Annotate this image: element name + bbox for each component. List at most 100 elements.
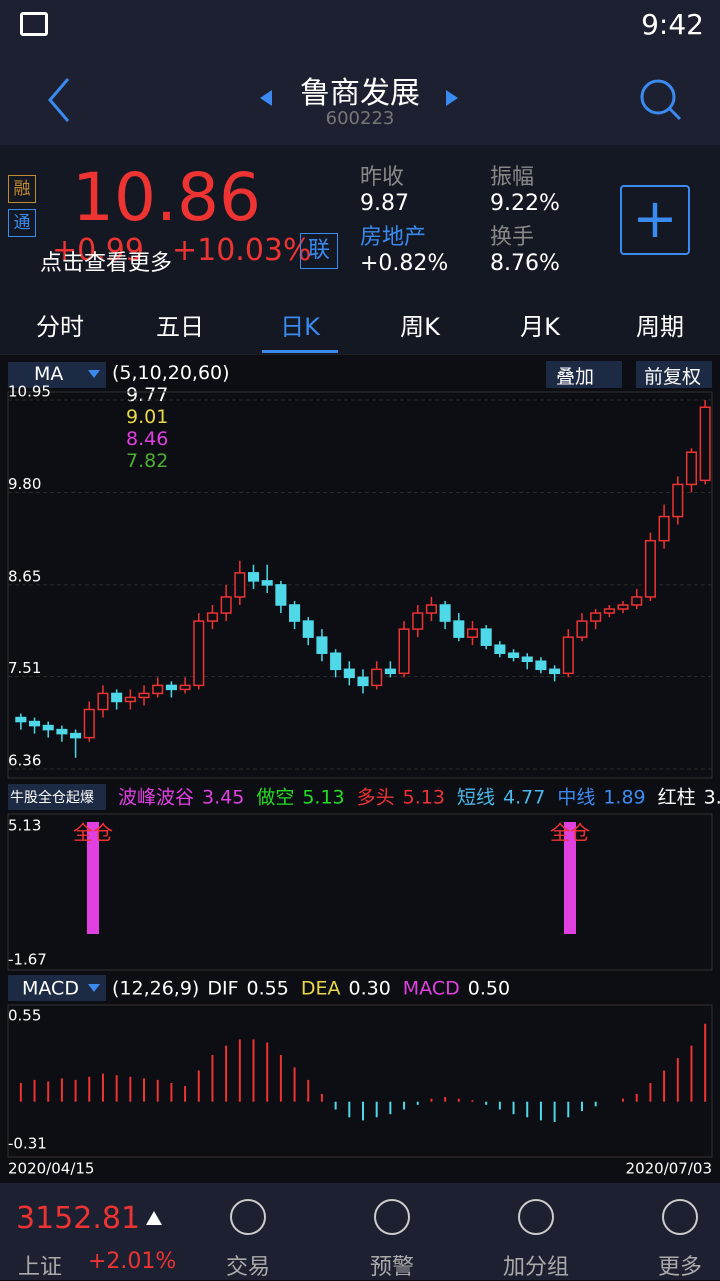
candle-body	[576, 620, 588, 638]
indicator-top: 5.13	[8, 817, 41, 835]
end-date: 2020/07/03	[626, 1160, 712, 1178]
macd-legend-value: 0.55	[247, 978, 289, 1000]
candle-body	[193, 620, 205, 687]
tab[interactable]: 周K	[400, 313, 440, 341]
y-tick-label: 6.36	[8, 752, 41, 770]
candle-body	[398, 628, 410, 675]
nav-item[interactable]: 交易	[225, 1255, 270, 1280]
nav-item[interactable]: 加分组	[502, 1255, 569, 1280]
candle-body	[412, 612, 424, 630]
tab-underline	[262, 350, 338, 353]
indicator-value: 3.45	[202, 787, 244, 809]
candle-body	[247, 572, 260, 582]
image-icon	[20, 12, 48, 36]
nav-item[interactable]: 预警	[369, 1255, 414, 1280]
candle-body	[111, 692, 123, 703]
stat-label: 昨收	[360, 165, 405, 190]
status-bar: 9:42	[0, 0, 720, 50]
tab[interactable]: 日K	[280, 313, 320, 341]
nav-item[interactable]: 更多	[657, 1255, 702, 1280]
candle-body	[152, 684, 164, 695]
add-button[interactable]: +	[620, 185, 690, 255]
badge: 通	[8, 209, 36, 237]
index-change: +2.01%	[88, 1249, 177, 1274]
stat-label: 房地产	[360, 225, 427, 250]
indicator-label: 做空	[256, 787, 294, 809]
candle-body	[330, 652, 342, 671]
ma-value: 7.82	[126, 450, 169, 472]
candle-body	[42, 724, 54, 731]
candle-body	[343, 668, 355, 679]
tab[interactable]: 月K	[520, 313, 560, 341]
tab[interactable]: 分时	[36, 313, 84, 341]
clock: 9:42	[641, 8, 704, 41]
ma-value: 8.46	[126, 428, 169, 450]
quote-panel: 融 通 10.86 +0.99 +10.03% 点击查看更多 联 + 昨收 9.8…	[0, 145, 720, 295]
stat-label: 换手	[490, 225, 535, 250]
candle-body	[138, 692, 150, 699]
prev-stock[interactable]	[258, 88, 274, 108]
candle-body	[631, 596, 643, 606]
stat-value: 9.87	[360, 191, 409, 216]
nav-icon	[662, 1199, 698, 1235]
macd-legend-label: DIF	[207, 978, 238, 1000]
candle-body	[124, 696, 136, 703]
candle-body	[672, 483, 684, 518]
candle-body	[302, 620, 314, 638]
candle-body	[56, 728, 68, 735]
candle-body	[644, 539, 656, 598]
candle-body	[179, 684, 191, 691]
candle-body	[97, 692, 109, 711]
macd-legend-label: MACD	[403, 978, 460, 1000]
candle-body	[603, 608, 615, 614]
ma-select[interactable]: MA	[8, 362, 106, 388]
stat-value: +0.82%	[360, 251, 449, 276]
indicator-name: 牛股全仓起爆	[10, 789, 94, 806]
tab[interactable]: 五日	[156, 313, 204, 341]
start-date: 2020/04/15	[8, 1160, 94, 1178]
candle-body	[316, 636, 328, 654]
adjust-button[interactable]: 前复权	[636, 361, 712, 388]
y-tick-label: 9.80	[8, 475, 41, 493]
stat-label: 振幅	[490, 165, 535, 190]
candle-body	[28, 720, 41, 727]
candle-body	[234, 572, 246, 598]
change-pct: +10.03%	[172, 233, 312, 268]
candle-body	[83, 708, 95, 739]
badge: 融	[8, 175, 36, 203]
ma-params: (5,10,20,60)	[112, 362, 230, 384]
signal-label: 全仓	[73, 821, 113, 845]
candle-body	[521, 656, 533, 663]
y-tick-label: 0.55	[8, 1007, 41, 1025]
back-button[interactable]	[40, 75, 80, 125]
candle-body	[384, 668, 396, 675]
link-button[interactable]: 联	[300, 233, 338, 269]
stat-value: 9.22%	[490, 191, 560, 216]
nav-icon	[374, 1199, 410, 1235]
overlay-button[interactable]: 叠加	[546, 361, 622, 388]
search-button[interactable]	[636, 75, 686, 125]
macd-legend-label: DEA	[301, 978, 341, 1000]
indicator-label: 红柱	[658, 787, 696, 809]
indicator-tag	[8, 784, 106, 810]
candle-body	[466, 628, 479, 638]
stat-value: 8.76%	[490, 251, 560, 276]
candle-body	[371, 668, 383, 687]
macd-label: MACD	[22, 978, 79, 1000]
candle-body	[261, 580, 273, 586]
y-tick-label: 10.95	[8, 383, 51, 401]
macd-tag	[8, 975, 106, 1001]
more-link[interactable]: 点击查看更多	[40, 251, 173, 276]
dropdown-icon	[88, 370, 100, 378]
macd-legend-value: 0.30	[348, 978, 390, 1000]
candle-body	[590, 612, 602, 622]
indicator-value: 1.89	[603, 787, 645, 809]
indicator-label: 中线	[557, 787, 595, 809]
indicator-bottom: -1.67	[8, 951, 47, 969]
nav-icon	[230, 1199, 266, 1235]
candle-body	[508, 652, 520, 659]
tab[interactable]: 周期	[636, 313, 684, 341]
stock-name: 鲁商发展	[300, 76, 420, 111]
next-stock[interactable]	[444, 88, 460, 108]
